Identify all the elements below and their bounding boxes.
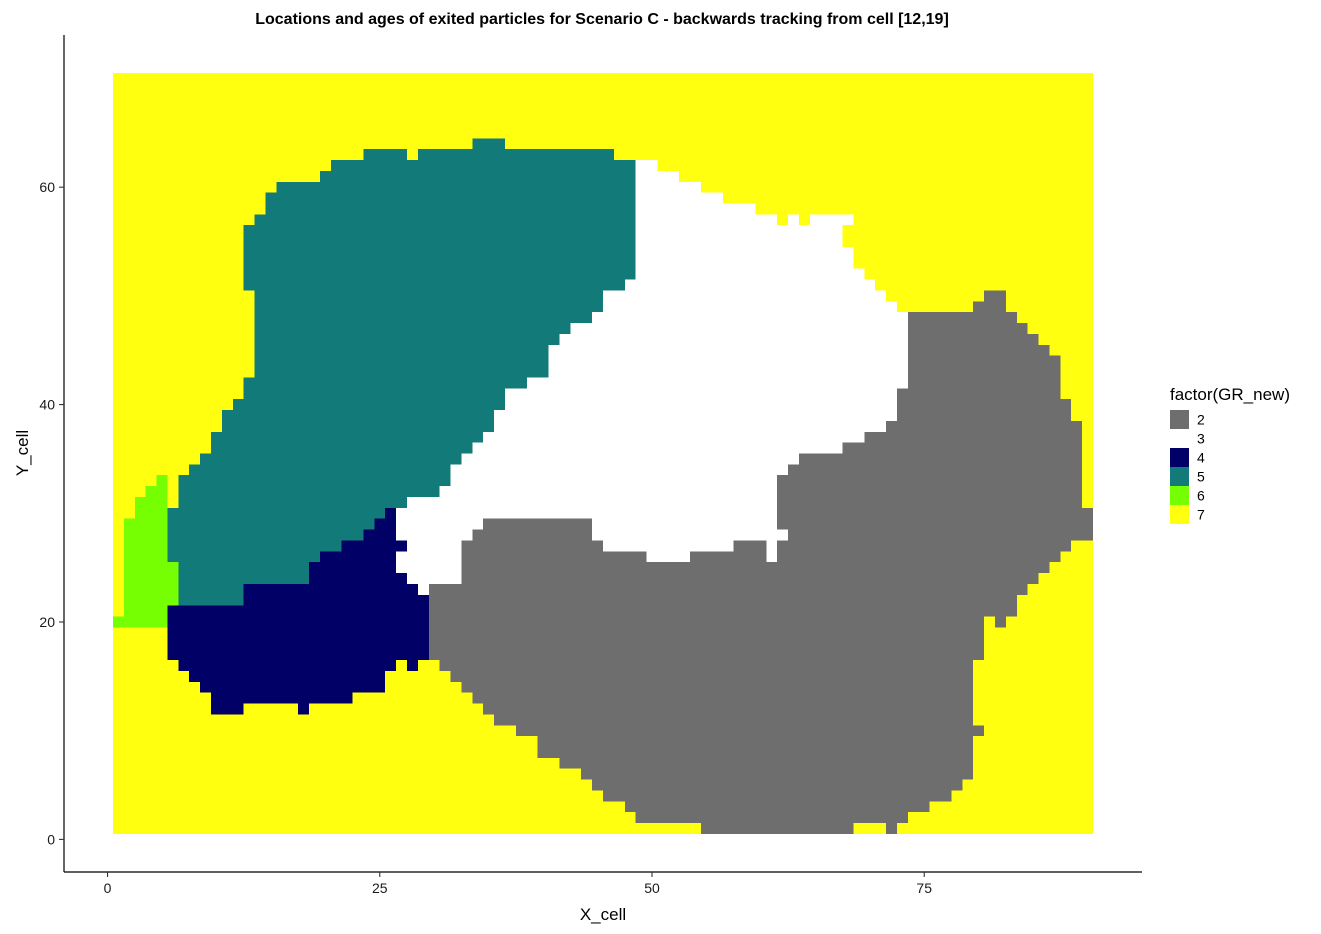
region-3 — [396, 160, 908, 595]
y-tick-label: 20 — [39, 614, 55, 630]
y-axis-title: Y_cell — [13, 430, 32, 476]
legend-swatch-4 — [1170, 448, 1189, 467]
legend-swatch-5 — [1170, 467, 1189, 486]
legend-label-5: 5 — [1197, 469, 1205, 485]
x-tick-label: 25 — [372, 880, 388, 896]
x-tick-label: 75 — [916, 880, 932, 896]
region-4 — [167, 507, 429, 715]
legend-label-7: 7 — [1197, 507, 1205, 523]
x-tick-label: 0 — [104, 880, 112, 896]
legend-label-6: 6 — [1197, 488, 1205, 504]
legend-label-2: 2 — [1197, 412, 1205, 428]
legend: factor(GR_new) 2 3 4 5 6 7 — [1170, 385, 1290, 524]
chart-title: Locations and ages of exited particles f… — [255, 11, 949, 28]
x-tick-label: 50 — [644, 880, 660, 896]
y-axis-ticks: 0 20 40 60 — [39, 179, 64, 847]
y-tick-label: 60 — [39, 179, 55, 195]
region-6 — [113, 475, 179, 628]
x-axis-ticks: 0 25 50 75 — [104, 872, 932, 896]
axes — [63, 35, 1142, 873]
y-tick-label: 40 — [39, 397, 55, 413]
region-2 — [428, 290, 1093, 834]
legend-swatch-2 — [1170, 410, 1189, 429]
legend-items: 2 3 4 5 6 7 — [1170, 410, 1205, 524]
x-axis-title: X_cell — [580, 905, 626, 924]
legend-title: factor(GR_new) — [1170, 385, 1290, 404]
legend-label-3: 3 — [1197, 431, 1205, 447]
legend-label-4: 4 — [1197, 450, 1205, 466]
region-5 — [167, 138, 636, 606]
y-tick-label: 0 — [47, 831, 55, 847]
plot-area — [113, 73, 1093, 834]
legend-swatch-7 — [1170, 505, 1189, 524]
legend-swatch-6 — [1170, 486, 1189, 505]
legend-swatch-3 — [1170, 429, 1189, 448]
